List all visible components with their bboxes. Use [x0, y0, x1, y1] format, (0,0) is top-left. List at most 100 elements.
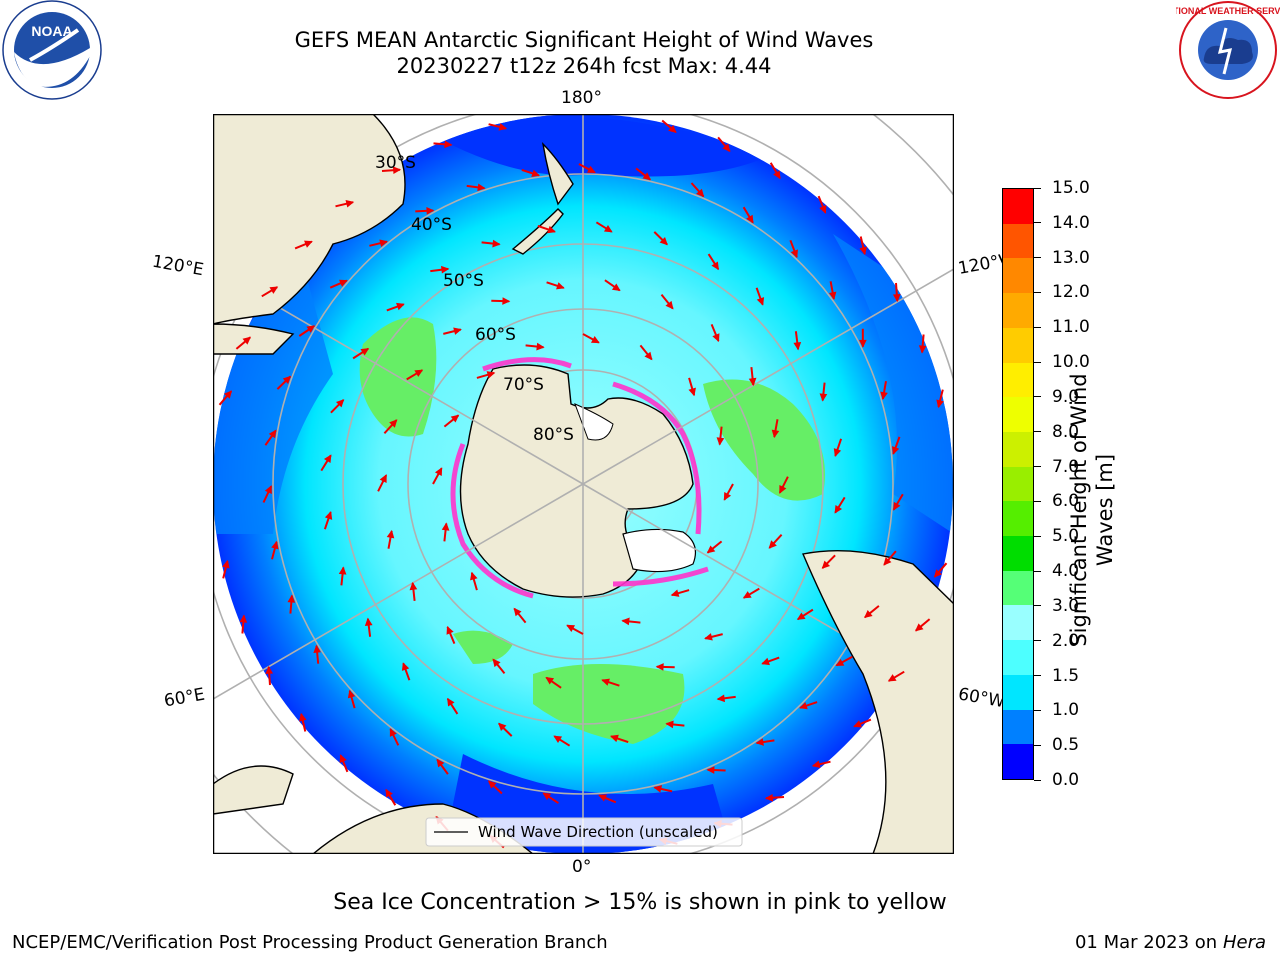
colorbar-tick [1034, 396, 1041, 398]
wind-arrow-head [299, 712, 307, 722]
colorbar-tick [1034, 222, 1041, 224]
lat-label-80s: 80°S [533, 425, 574, 445]
colorbar-tick [1034, 605, 1041, 607]
map-panel: 30°S 40°S 50°S 60°S 70°S 80°S Wind Wave … [212, 113, 955, 855]
wind-arrow-head [887, 674, 897, 682]
lat-label-50s: 50°S [443, 271, 484, 291]
lon-label-180: 180° [561, 88, 602, 108]
wind-arrow-head [892, 293, 901, 303]
noaa-logo: NOAA [2, 0, 102, 100]
legend-label: Wind Wave Direction (unscaled) [478, 823, 718, 841]
wind-arrow-head [313, 644, 321, 653]
colorbar-segment [1003, 674, 1033, 710]
wind-arrow-head [611, 283, 621, 292]
wind-arrow-head [345, 200, 355, 208]
colorbar-tick [1034, 640, 1041, 642]
wind-arrow-head [665, 300, 674, 310]
wind-arrow-head [335, 399, 345, 408]
wind-arrow-head [764, 793, 774, 802]
colorbar-segment [1003, 293, 1033, 328]
colorbar-tick-label: 12.0 [1052, 282, 1090, 303]
svg-text:NOAA: NOAA [31, 23, 72, 39]
wind-arrow-head [796, 612, 806, 620]
wind-arrow-head [833, 448, 842, 457]
wind-arrow-head [653, 785, 663, 793]
wind-arrow-head [545, 676, 555, 685]
latitude-labels: 30°S 40°S 50°S 60°S 70°S 80°S [375, 153, 574, 445]
colorbar-segment [1003, 744, 1033, 779]
wind-arrow-head [819, 205, 827, 214]
wind-arrow-head [487, 780, 497, 789]
colorbar-segment [1003, 709, 1033, 745]
wind-arrow-head [601, 678, 610, 686]
wind-arrow-head [441, 265, 450, 274]
wind-arrow-head [811, 760, 821, 768]
wind-arrow-head [324, 511, 333, 520]
wind-arrow-head [936, 399, 944, 409]
colorbar-tick [1034, 535, 1041, 537]
wind-arrow-head [704, 633, 713, 641]
colorbar-tick-label: 0.0 [1052, 770, 1080, 790]
wind-arrow-head [659, 236, 668, 246]
colorbar-tick-label: 14.0 [1052, 212, 1090, 233]
colorbar-tick-label: 15.0 [1052, 178, 1090, 198]
wind-arrow-head [447, 697, 455, 707]
wind-arrow-head [834, 504, 843, 514]
wind-arrow-head [323, 454, 332, 464]
wind-arrow-head [498, 722, 507, 732]
colorbar-tick [1034, 187, 1041, 189]
wind-arrow-head [492, 239, 501, 248]
colorbar-tick [1034, 709, 1041, 711]
colorbar-tick-label: 1.5 [1052, 665, 1080, 686]
polar-map: 30°S 40°S 50°S 60°S 70°S 80°S Wind Wave … [212, 113, 955, 855]
wind-arrow-head [409, 581, 418, 591]
wind-arrow-head [755, 738, 764, 746]
colorbar-tick [1034, 570, 1041, 572]
wind-arrow-head [379, 474, 387, 483]
colorbar-segment [1003, 570, 1033, 606]
wind-arrow-head [712, 333, 720, 343]
wind-arrow-head [542, 792, 552, 801]
wind-arrow-head [716, 694, 725, 703]
wind-arrow-head [444, 140, 453, 149]
wind-arrow-head [621, 617, 630, 626]
wind-arrow-head [264, 485, 272, 494]
wind-arrow-head [644, 351, 653, 361]
colorbar-tick-label: 10.0 [1052, 352, 1090, 373]
wind-arrow-head [441, 522, 450, 531]
wind-arrow-head [655, 663, 664, 671]
sea-ice-note: Sea Ice Concentration > 15% is shown in … [333, 890, 947, 915]
colorbar-segment [1003, 431, 1033, 467]
colorbar-segment [1003, 362, 1033, 398]
wind-arrow-head [768, 540, 777, 549]
colorbar-tick [1034, 779, 1041, 781]
wind-arrow-head [446, 625, 454, 635]
wind-arrow-head [858, 339, 867, 348]
wind-arrow-head [706, 766, 715, 774]
wind-arrow-head [222, 559, 230, 569]
wind-arrow-head [746, 214, 754, 224]
wind-arrow-head [756, 297, 765, 306]
wind-arrow-head [819, 393, 828, 402]
colorbar-segment [1003, 189, 1033, 224]
wind-arrow-head [269, 286, 279, 294]
wind-arrow-head [586, 165, 596, 174]
wind-arrow-head [364, 617, 373, 626]
colorbar-tick-label: 6.0 [1052, 491, 1080, 512]
wind-arrow-head [486, 371, 496, 379]
wind-arrow-head [339, 279, 348, 287]
svg-text:NATIONAL WEATHER SERVICE: NATIONAL WEATHER SERVICE [1176, 6, 1280, 16]
colorbar-tick [1034, 431, 1041, 433]
wind-arrows [218, 119, 948, 849]
wind-arrow-head [688, 387, 696, 397]
wind-arrow-head [793, 342, 802, 351]
wind-arrow-head [304, 240, 313, 248]
chart-title: GEFS MEAN Antarctic Significant Height o… [294, 28, 874, 52]
wind-arrow-head [723, 491, 732, 501]
wind-arrow-head [556, 282, 565, 290]
colorbar-tick-label: 2.0 [1052, 630, 1080, 651]
wind-arrow-head [771, 429, 780, 439]
wind-arrow-head [339, 754, 347, 763]
chart-subtitle: 20230227 t12z 264h fcst Max: 4.44 [396, 54, 772, 78]
colorbar-tick-label: 1.0 [1052, 700, 1080, 721]
